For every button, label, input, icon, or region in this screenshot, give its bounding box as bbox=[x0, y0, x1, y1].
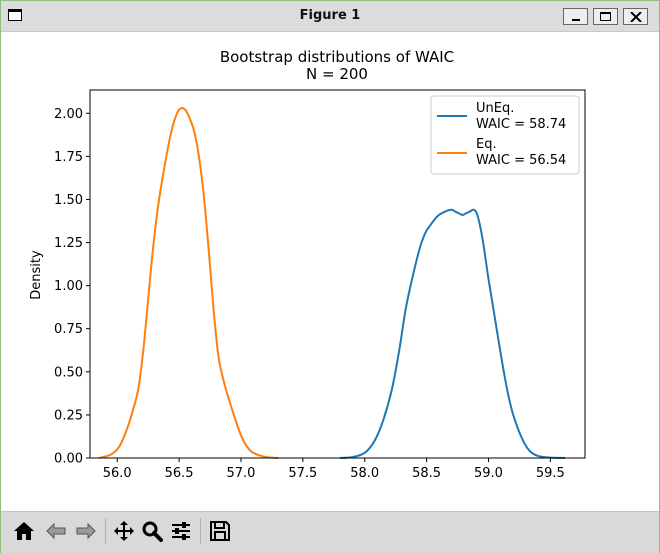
legend: UnEq. WAIC = 58.74 Eq. WAIC = 56.54 bbox=[430, 95, 580, 175]
y-tick-label: 2.00 bbox=[54, 107, 83, 122]
y-tick-label: 0.25 bbox=[54, 408, 83, 423]
save-button[interactable] bbox=[207, 518, 233, 544]
legend-label-uneq-waic: WAIC = 58.74 bbox=[476, 117, 566, 132]
home-button[interactable] bbox=[11, 518, 37, 544]
y-tick-label: 0.00 bbox=[54, 452, 83, 467]
x-tick-label: 58.5 bbox=[412, 466, 441, 481]
minimize-button[interactable] bbox=[563, 8, 588, 25]
close-icon bbox=[630, 12, 642, 22]
legend-label-eq-waic: WAIC = 56.54 bbox=[476, 153, 566, 168]
configure-icon bbox=[172, 522, 190, 540]
y-axis-label: Density bbox=[29, 250, 44, 300]
legend-label-eq-name: Eq. bbox=[476, 137, 497, 152]
forward-button[interactable] bbox=[73, 518, 99, 544]
save-icon bbox=[210, 521, 230, 541]
window-icon bbox=[8, 9, 22, 21]
maximize-button[interactable] bbox=[593, 8, 618, 25]
series-line-uneq bbox=[339, 208, 566, 459]
series-line-eq bbox=[98, 107, 279, 459]
x-tick-label: 58.0 bbox=[350, 466, 379, 481]
pan-button[interactable] bbox=[111, 518, 137, 544]
window-title: Figure 1 bbox=[299, 8, 361, 23]
x-tick-label: 59.5 bbox=[536, 466, 565, 481]
y-tick-label: 0.50 bbox=[54, 365, 83, 380]
forward-icon bbox=[76, 522, 96, 540]
configure-subplots-button[interactable] bbox=[168, 518, 194, 544]
toolbar-separator bbox=[200, 518, 201, 544]
zoom-icon bbox=[142, 521, 163, 542]
chart-subtitle: N = 200 bbox=[306, 65, 368, 83]
y-tick-label: 1.25 bbox=[54, 236, 83, 251]
x-tick-label: 59.0 bbox=[474, 466, 503, 481]
y-tick-label: 1.00 bbox=[54, 279, 83, 294]
plot-frame bbox=[89, 89, 586, 459]
navigation-toolbar bbox=[1, 511, 659, 553]
pan-icon bbox=[114, 521, 134, 541]
y-tick-label: 1.50 bbox=[54, 193, 83, 208]
y-tick-label: 0.75 bbox=[54, 322, 83, 337]
title-bar[interactable]: Figure 1 bbox=[1, 1, 659, 32]
back-icon bbox=[46, 522, 66, 540]
legend-box bbox=[430, 95, 580, 175]
legend-label-uneq-name: UnEq. bbox=[476, 101, 514, 116]
close-button[interactable] bbox=[623, 8, 648, 25]
x-tick-label: 57.0 bbox=[226, 466, 255, 481]
figure-canvas[interactable]: Bootstrap distributions of WAIC N = 200 … bbox=[9, 32, 650, 511]
chart: Bootstrap distributions of WAIC N = 200 … bbox=[29, 48, 586, 481]
back-button[interactable] bbox=[43, 518, 69, 544]
x-tick-label: 56.0 bbox=[103, 466, 132, 481]
home-icon bbox=[14, 522, 34, 540]
y-tick-label: 1.75 bbox=[54, 150, 83, 165]
chart-title: Bootstrap distributions of WAIC bbox=[220, 48, 454, 66]
zoom-button[interactable] bbox=[139, 518, 165, 544]
x-tick-label: 56.5 bbox=[165, 466, 194, 481]
toolbar-separator bbox=[105, 518, 106, 544]
x-tick-label: 57.5 bbox=[288, 466, 317, 481]
